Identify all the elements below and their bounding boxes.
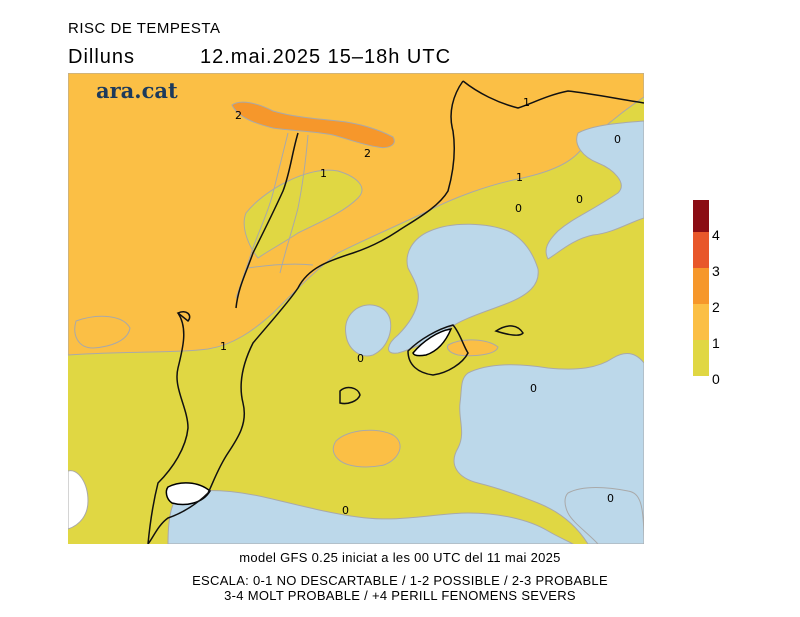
risk-spot-b bbox=[332, 429, 401, 468]
contour-label: 0 bbox=[614, 133, 621, 146]
contour-label: 0 bbox=[530, 382, 537, 395]
legend-tick: 3 bbox=[712, 263, 720, 279]
risk-zone-probable bbox=[231, 101, 395, 148]
forecast-datetime: 12.mai.2025 15–18h UTC bbox=[200, 46, 452, 68]
contour-label: 1 bbox=[523, 96, 530, 109]
legend-swatch-0 bbox=[693, 340, 709, 376]
scale-description-1: ESCALA: 0-1 NO DESCARTABLE / 1-2 POSSIBL… bbox=[192, 573, 608, 588]
contour-label: 0 bbox=[515, 202, 522, 215]
ocean-southeast-small bbox=[564, 487, 644, 544]
ocean-balearic bbox=[345, 304, 392, 357]
coastline-islands bbox=[494, 325, 524, 336]
forecast-time: Dilluns 12.mai.2025 15–18h UTC bbox=[68, 46, 450, 69]
internal-borders bbox=[235, 132, 314, 299]
color-scale-legend bbox=[693, 200, 709, 376]
border-west bbox=[147, 312, 189, 544]
legend-tick: 4 bbox=[712, 227, 720, 243]
no-data-area-2 bbox=[165, 482, 211, 506]
contour-label: 0 bbox=[576, 193, 583, 206]
model-info: model GFS 0.25 iniciat a les 00 UTC del … bbox=[239, 550, 561, 565]
legend-tick: 1 bbox=[712, 335, 720, 351]
legend-swatch-4 bbox=[693, 200, 709, 232]
legend-swatch-1 bbox=[693, 304, 709, 340]
legend-swatch-2 bbox=[693, 268, 709, 304]
coastline-north bbox=[462, 80, 644, 109]
legend-tick: 2 bbox=[712, 299, 720, 315]
coastlines bbox=[147, 80, 644, 544]
ocean-south bbox=[167, 490, 574, 544]
scale-description-2: 3-4 MOLT PROBABLE / +4 PERILL FENOMENS S… bbox=[224, 588, 576, 603]
storm-risk-map: 2 2 1 1 1 0 0 0 1 0 0 0 0 ara.cat bbox=[68, 73, 644, 544]
map-title: RISC DE TEMPESTA bbox=[68, 20, 221, 37]
legend-swatch-3 bbox=[693, 232, 709, 268]
ocean-east bbox=[545, 120, 644, 260]
contour-label: 0 bbox=[342, 504, 349, 517]
forecast-day: Dilluns bbox=[68, 46, 136, 68]
coastline-mallorca bbox=[407, 324, 469, 376]
contour-label: 0 bbox=[607, 492, 614, 505]
risk-spot-c bbox=[74, 315, 131, 349]
border-catalonia bbox=[235, 132, 299, 309]
contour-label: 1 bbox=[516, 171, 523, 184]
contour-label: 2 bbox=[235, 109, 242, 122]
legend-tick: 0 bbox=[712, 371, 720, 387]
contour-label: 1 bbox=[320, 167, 327, 180]
risk-map-svg: 2 2 1 1 1 0 0 0 1 0 0 0 0 bbox=[68, 73, 644, 544]
coastline-minorca bbox=[339, 386, 361, 405]
no-data-area-1 bbox=[412, 328, 453, 357]
contour-label: 2 bbox=[364, 147, 371, 160]
coastline-main bbox=[147, 80, 464, 544]
coastline-ibiza bbox=[176, 310, 191, 323]
contour-label: 0 bbox=[357, 352, 364, 365]
risk-spot-a bbox=[447, 339, 499, 357]
risk-zone-possible bbox=[68, 73, 644, 356]
ara-cat-logo: ara.cat bbox=[96, 78, 178, 103]
no-data-area-3 bbox=[68, 470, 89, 530]
contour-label: 1 bbox=[220, 340, 227, 353]
